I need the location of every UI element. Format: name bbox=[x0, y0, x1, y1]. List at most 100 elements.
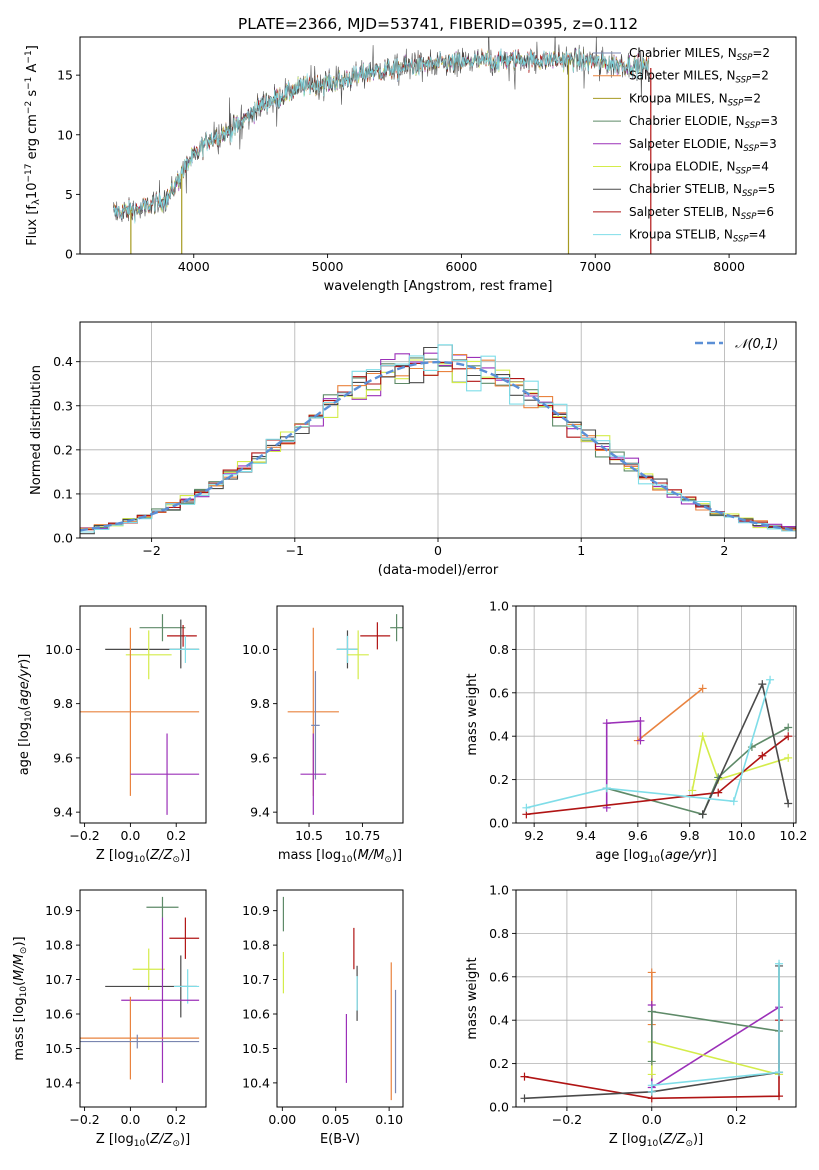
weight-path bbox=[605, 720, 642, 808]
label-part: M/M bbox=[12, 954, 27, 981]
weight-marker bbox=[647, 1007, 656, 1016]
y-tick-label: 10.5 bbox=[45, 1041, 73, 1056]
x-axis-label: Z [log10(Z/Z⊙)] bbox=[96, 848, 190, 865]
y-axis-label: mass weight bbox=[465, 673, 480, 755]
label-part: )] bbox=[180, 848, 190, 863]
y-tick-label: 1.0 bbox=[489, 599, 509, 614]
errorbar-salpeter_miles bbox=[80, 996, 200, 1080]
errorbar-chabrier_miles bbox=[80, 1034, 200, 1049]
label-part: 10 bbox=[134, 1139, 146, 1149]
legend-label-salpeter_miles: Salpeter MILES, NSSP=2 bbox=[629, 69, 769, 86]
legend-label-chabrier_stelib: Chabrier STELIB, NSSP=5 bbox=[629, 182, 775, 199]
errorbar-chabrier_elodie bbox=[146, 896, 179, 918]
panel-mass_vs_Z: −0.2 0.0 0.2 10.4 10.5 10.6 10.7 10.8 10.9 Z [log… bbox=[12, 889, 207, 1149]
weight-marker bbox=[688, 786, 697, 795]
label-part: Chabrier STELIB, N bbox=[629, 182, 742, 196]
label-part: =2 bbox=[743, 91, 761, 105]
plot-area bbox=[80, 614, 200, 815]
label-part: SSP bbox=[728, 98, 744, 108]
panel-residuals: −2 −1 0 1 2 0.0 0.1 0.2 0.3 0.4 (data-model)/error… bbox=[29, 321, 797, 578]
y-tick-label: 10.0 bbox=[45, 642, 73, 657]
legend-label-salpeter_stelib: Salpeter STELIB, NSSP=6 bbox=[629, 205, 774, 222]
label-part: −2 bbox=[24, 101, 34, 114]
label-part: Kroupa ELODIE, N bbox=[629, 160, 736, 174]
label-part: =4 bbox=[749, 228, 767, 242]
x-tick-label: 2 bbox=[720, 543, 728, 558]
x-tick-label: 8000 bbox=[713, 259, 745, 274]
y-tick-label: 10.7 bbox=[242, 972, 270, 987]
plot-area bbox=[80, 896, 200, 1083]
errorbar-chabrier_elodie bbox=[390, 614, 403, 642]
panel-weight_vs_Z: −0.2 0.0 0.2 0.0 0.2 0.4 0.6 0.8 1.0 Z [log10(Z/Z… bbox=[465, 883, 797, 1149]
weight-marker bbox=[766, 675, 775, 684]
label-part: ] bbox=[25, 45, 40, 50]
label-part: )] bbox=[693, 1132, 703, 1147]
y-tick-label: 0.6 bbox=[489, 685, 509, 700]
weight-path bbox=[691, 733, 789, 791]
label-part: 10 bbox=[648, 855, 660, 865]
legend-label-salpeter_elodie: Salpeter ELODIE, NSSP=3 bbox=[629, 137, 777, 154]
plot-area bbox=[287, 614, 403, 815]
y-axis-label: Flux [fλ10−17 erg cm−2 s−1 A−1] bbox=[24, 45, 42, 246]
label-part: SSP bbox=[736, 76, 752, 86]
y-tick-label: 10.5 bbox=[242, 1041, 270, 1056]
label-part: age/yr bbox=[665, 848, 708, 863]
weight-line-kroupa_elodie bbox=[688, 732, 793, 795]
weight-marker bbox=[647, 1057, 656, 1066]
y-axis-label: age [log10(age/yr)] bbox=[17, 654, 34, 776]
y-tick-label: 10 bbox=[57, 127, 73, 142]
x-tick-label: 0.0 bbox=[120, 828, 140, 843]
errorbar-salpeter_elodie bbox=[121, 917, 200, 1083]
panel-weight_vs_age: 9.2 9.4 9.6 9.8 10.0 10.2 0.0 0.2 0.4 0.6 0.8 1.0 ag… bbox=[465, 599, 807, 866]
weight-marker bbox=[784, 799, 793, 808]
label-part: SSP bbox=[743, 144, 759, 154]
label-part: =2 bbox=[752, 46, 770, 60]
axes-frame bbox=[515, 605, 797, 824]
panel-spectrum: 4000 5000 6000 7000 8000 0 5 10 15 wavelength [An… bbox=[24, 36, 797, 294]
label-part: Kroupa STELIB, N bbox=[629, 228, 733, 242]
errorbar-salpeter_miles bbox=[80, 627, 200, 796]
y-tick-label: 0.4 bbox=[53, 354, 73, 369]
y-tick-label: 10.6 bbox=[242, 1007, 270, 1022]
weight-line-kroupa_stelib bbox=[647, 959, 784, 1096]
weight-marker bbox=[714, 788, 723, 797]
label-part: SSP bbox=[733, 235, 749, 245]
axes-frame bbox=[79, 889, 207, 1108]
legend-label-kroupa_stelib: Kroupa STELIB, NSSP=4 bbox=[629, 228, 766, 245]
y-tick-label: 9.6 bbox=[250, 750, 270, 765]
weight-marker bbox=[775, 1092, 784, 1101]
y-tick-label: 0.4 bbox=[489, 729, 509, 744]
weight-marker bbox=[775, 1068, 784, 1077]
label-part: SSP bbox=[742, 189, 758, 199]
y-tick-label: 0.4 bbox=[489, 1013, 509, 1028]
weight-marker bbox=[522, 803, 531, 812]
y-tick-label: 10.9 bbox=[45, 903, 73, 918]
weight-marker bbox=[636, 717, 645, 726]
x-tick-label: 4000 bbox=[178, 259, 210, 274]
weight-line-kroupa_stelib bbox=[522, 675, 775, 812]
y-tick-label: 0.0 bbox=[489, 816, 509, 831]
label-part: Chabrier MILES, N bbox=[629, 46, 737, 60]
x-tick-label: 0.0 bbox=[120, 1112, 140, 1127]
label-part: ⊙ bbox=[384, 855, 392, 865]
x-tick-label: 10.0 bbox=[728, 828, 756, 843]
y-tick-label: 9.4 bbox=[250, 805, 270, 820]
axes-frame bbox=[79, 36, 797, 255]
plot-area bbox=[520, 959, 784, 1103]
x-tick-label: 0.00 bbox=[268, 1112, 296, 1127]
weight-marker bbox=[698, 732, 707, 741]
errorbar-salpeter_stelib bbox=[360, 622, 391, 650]
y-tick-label: 10.4 bbox=[242, 1075, 270, 1090]
x-axis-label: wavelength [Angstrom, rest frame] bbox=[324, 279, 553, 294]
x-axis-label: Z [log10(Z/Z⊙)] bbox=[96, 1132, 190, 1149]
legend-label-chabrier_miles: Chabrier MILES, NSSP=2 bbox=[629, 46, 770, 63]
weight-line-chabrier_elodie bbox=[602, 723, 793, 819]
weight-marker bbox=[698, 810, 707, 819]
label-part: ( bbox=[145, 1132, 150, 1147]
x-tick-label: −0.2 bbox=[552, 1112, 582, 1127]
label-part: A bbox=[25, 63, 40, 76]
errorbar-chabrier_elodie bbox=[139, 614, 186, 642]
y-tick-label: 10.8 bbox=[242, 938, 270, 953]
x-axis-label: mass [log10(M/M⊙)] bbox=[278, 848, 402, 865]
errorbar-kroupa_elodie bbox=[132, 948, 165, 990]
